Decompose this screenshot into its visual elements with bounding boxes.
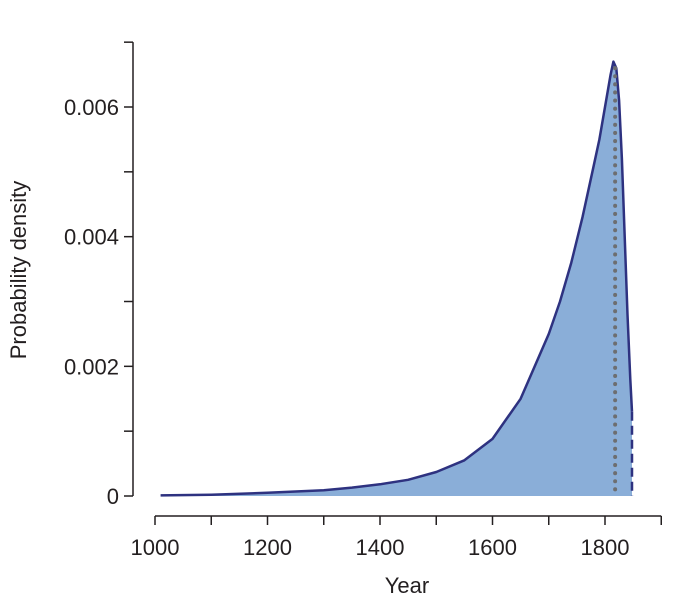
x-tick-label: 1200 xyxy=(243,535,292,560)
x-tick-label: 1000 xyxy=(131,535,180,560)
density-area xyxy=(160,61,632,496)
y-tick-label: 0.004 xyxy=(64,225,119,250)
y-tick-label: 0.002 xyxy=(64,354,119,379)
x-tick-label: 1600 xyxy=(468,535,517,560)
x-tick-label: 1400 xyxy=(356,535,405,560)
x-tick-label: 1800 xyxy=(581,535,630,560)
y-tick-label: 0 xyxy=(107,484,119,509)
x-axis-ticks: 1000 1200 1400 1600 1800 xyxy=(131,516,662,560)
y-axis-title: Probability density xyxy=(6,181,31,360)
density-line xyxy=(160,60,634,497)
y-axis-ticks: 0 0.002 0.004 0.006 xyxy=(64,41,133,509)
x-axis-title: Year xyxy=(385,573,429,598)
y-tick-label: 0.006 xyxy=(64,95,119,120)
